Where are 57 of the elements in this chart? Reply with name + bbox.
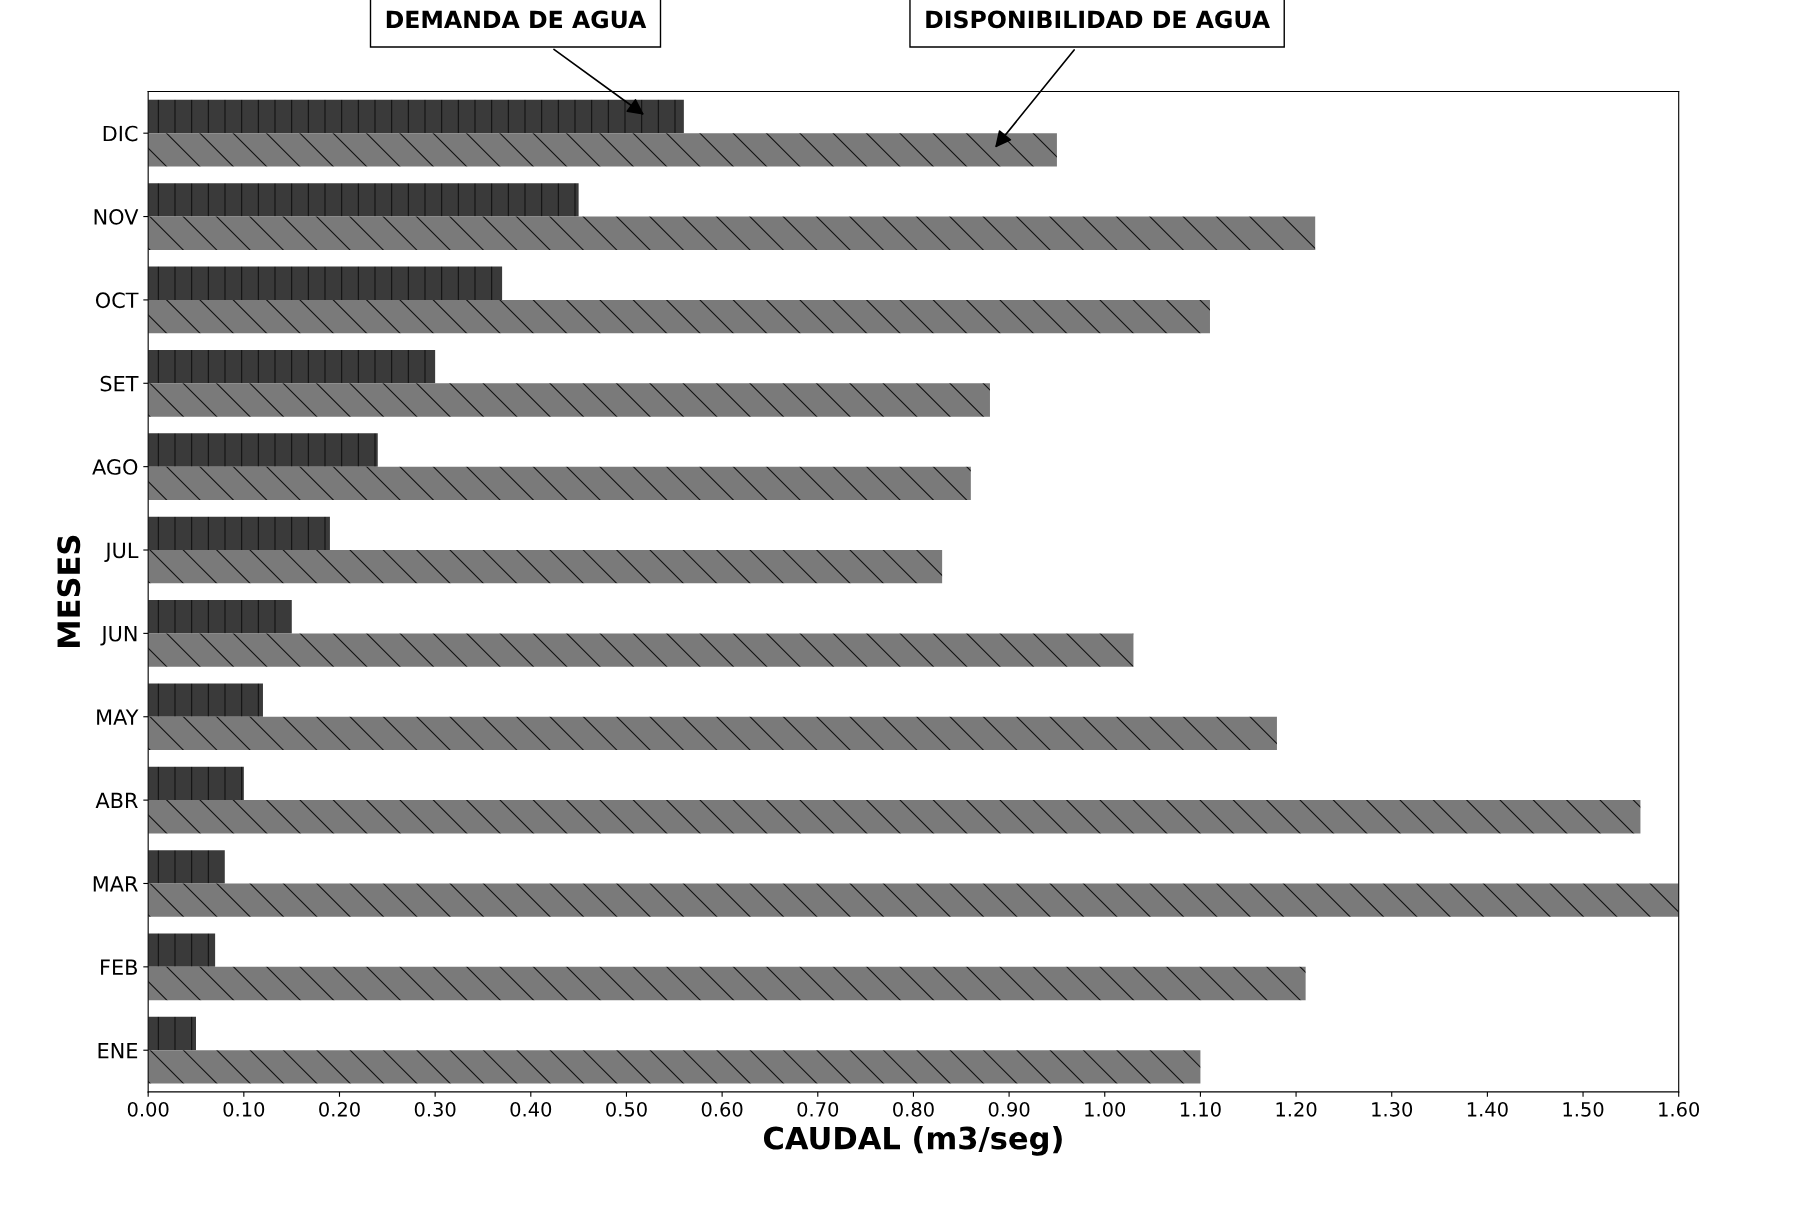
bar <box>148 266 503 300</box>
bar <box>148 933 216 967</box>
x-tick-label: 1.20 <box>1276 1101 1317 1117</box>
bar <box>148 550 943 584</box>
y-tick-label: JUL <box>104 542 139 563</box>
bar <box>148 966 1306 1001</box>
text: DISPONIBILIDAD DE AGUA <box>926 10 1270 29</box>
y-tick-label: ABR <box>95 792 138 809</box>
x-tick-label: 0.50 <box>606 1101 647 1117</box>
bar <box>148 383 990 417</box>
bar <box>148 1016 196 1051</box>
bar <box>148 600 292 634</box>
bar <box>148 683 263 717</box>
y-tick-label: MAR <box>93 876 138 892</box>
x-tick-label: 0.90 <box>988 1101 1030 1117</box>
bar <box>148 183 579 217</box>
x-tick-label: 1.50 <box>1563 1101 1604 1117</box>
bar <box>148 766 244 801</box>
bar <box>148 716 1277 751</box>
text: DEMANDA DE AGUA <box>386 10 647 29</box>
x-tick-label: 0.20 <box>319 1101 360 1117</box>
bar <box>148 1050 1201 1084</box>
x-tick-label: 0.10 <box>223 1101 265 1117</box>
bar <box>148 850 225 884</box>
y-tick-label: NOV <box>94 209 139 225</box>
bar <box>148 349 436 384</box>
y-tick-label: FEB <box>101 959 137 975</box>
x-tick-label: 1.30 <box>1372 1101 1413 1117</box>
y-tick-label: DIC <box>103 125 138 142</box>
y-axis-title: MESES <box>57 535 81 647</box>
y-tick-label: SET <box>100 375 139 392</box>
x-tick-label: 1.00 <box>1085 1101 1126 1117</box>
bar <box>148 883 1679 917</box>
bar <box>148 133 1057 167</box>
y-tick-label: MAY <box>97 709 139 725</box>
y-tick-label: OCT <box>95 292 139 309</box>
x-tick-label: 0.40 <box>510 1101 552 1117</box>
y-tick-label: AGO <box>92 459 138 475</box>
y-tick-label: ENE <box>98 1042 138 1059</box>
x-tick-label: 1.40 <box>1467 1101 1508 1117</box>
bar <box>148 216 1316 250</box>
bar <box>148 516 330 551</box>
x-tick-label: 0.30 <box>414 1101 456 1117</box>
y-tick-label: JUN <box>100 626 137 646</box>
x-axis-title: CAUDAL (m3/seg) <box>763 1126 1062 1156</box>
bar <box>148 633 1134 667</box>
x-tick-label: 0.00 <box>127 1101 169 1117</box>
x-tick-label: 0.70 <box>797 1101 839 1117</box>
bar <box>148 466 971 500</box>
x-tick-label: 1.10 <box>1180 1101 1221 1117</box>
x-tick-label: 0.60 <box>701 1101 743 1117</box>
bar <box>148 299 1210 334</box>
x-tick-label: 0.80 <box>893 1101 934 1117</box>
bar <box>148 99 684 134</box>
bar <box>148 433 378 467</box>
bar <box>148 800 1641 834</box>
x-tick-label: 1.60 <box>1659 1101 1700 1117</box>
